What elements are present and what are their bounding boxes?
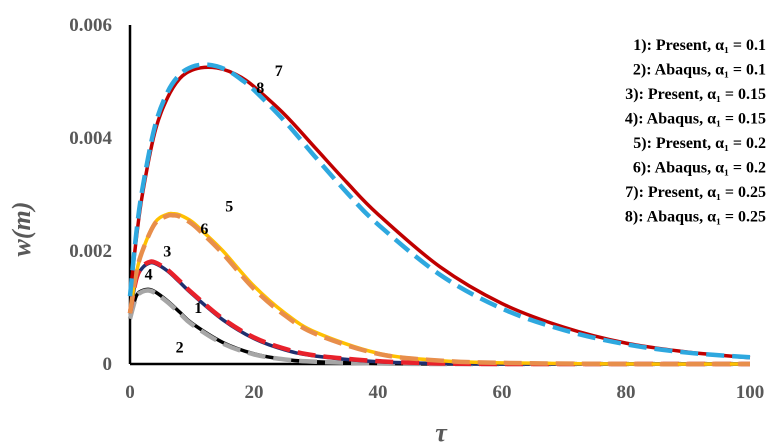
series-1-line <box>128 287 751 366</box>
series-2-line <box>127 288 751 367</box>
legend-entry-3: 3): Present, α₁ = 0.15 <box>625 86 766 103</box>
curve-label-3: 3 <box>163 244 171 261</box>
y-tick-label: 0.004 <box>69 128 112 149</box>
y-tick-label: 0.006 <box>69 15 112 36</box>
legend-entry-4: 4): Abaqus, α₁ = 0.15 <box>625 111 766 128</box>
legend-entry-1: 1): Present, α₁ = 0.1 <box>633 37 766 54</box>
series-layer <box>127 62 751 367</box>
x-tick-label: 20 <box>245 382 264 403</box>
x-tick-label: 60 <box>493 382 512 403</box>
curve-label-1: 1 <box>194 300 202 317</box>
curve-label-4: 4 <box>145 266 153 283</box>
legend: 1): Present, α₁ = 0.1 2): Abaqus, α₁ = 0.… <box>625 37 766 226</box>
x-axis-label: τ <box>435 418 448 447</box>
curve-label-6: 6 <box>200 221 208 238</box>
legend-entry-5: 5): Present, α₁ = 0.2 <box>633 135 766 152</box>
curve-label-8: 8 <box>256 80 264 97</box>
curve-label-5: 5 <box>225 198 233 215</box>
legend-entry-8: 8): Abaqus, α₁ = 0.25 <box>625 209 766 226</box>
series-8-line <box>127 62 751 360</box>
x-tick-label: 40 <box>369 382 388 403</box>
x-tick-label: 100 <box>736 382 765 403</box>
y-tick-label: 0.002 <box>69 241 112 262</box>
y-axis-label: w(m) <box>7 202 36 257</box>
series-4-line <box>127 259 751 367</box>
curve-label-7: 7 <box>275 63 283 80</box>
series-6-line <box>127 212 751 367</box>
legend-entry-2: 2): Abaqus, α₁ = 0.1 <box>633 62 766 79</box>
x-tick-label: 80 <box>617 382 636 403</box>
legend-entry-6: 6): Abaqus, α₁ = 0.2 <box>633 160 766 177</box>
curve-label-2: 2 <box>176 340 184 357</box>
x-tick-label: 0 <box>125 382 135 403</box>
legend-entry-7: 7): Present, α₁ = 0.25 <box>625 184 766 201</box>
y-tick-label: 0 <box>103 354 113 375</box>
